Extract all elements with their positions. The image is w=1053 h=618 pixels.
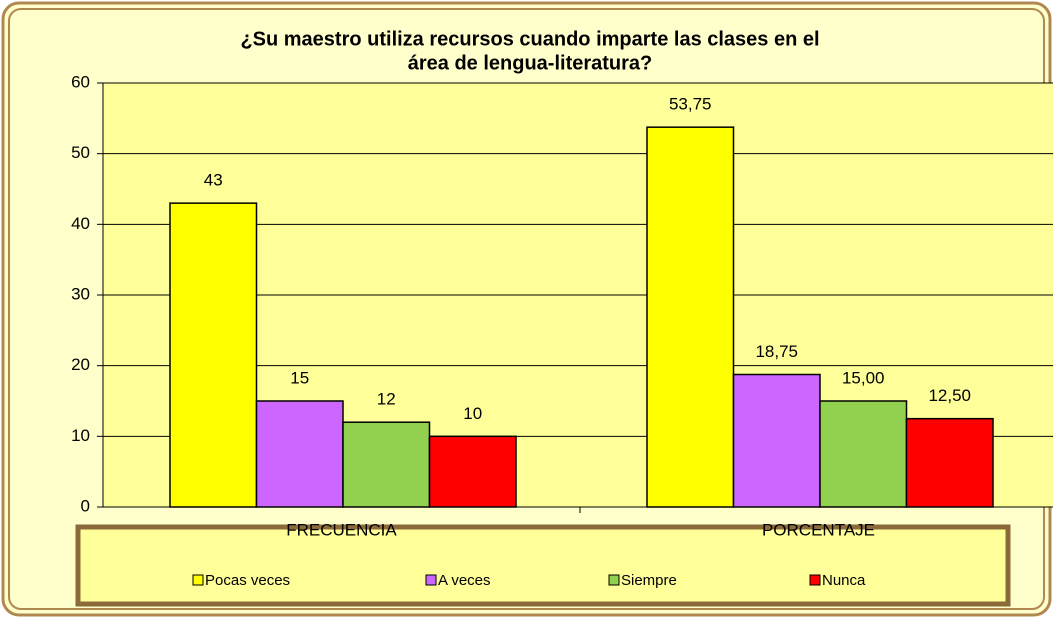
legend-swatch — [425, 574, 437, 586]
value-label: 43 — [204, 171, 223, 190]
legend-swatch — [809, 574, 821, 586]
value-label: 12,50 — [928, 386, 971, 405]
legend-label: Pocas veces — [205, 572, 290, 589]
y-tick-label: 60 — [71, 72, 90, 91]
legend-label: Siempre — [621, 572, 677, 589]
x-tick-label: PORCENTAJE — [762, 520, 875, 539]
y-tick-label: 20 — [71, 355, 90, 374]
legend-label: Nunca — [822, 572, 866, 589]
bar — [255, 400, 344, 508]
bar — [428, 435, 517, 508]
legend-swatch — [192, 574, 204, 586]
legend-swatch — [608, 574, 620, 586]
bar — [905, 417, 994, 508]
bar — [646, 126, 735, 508]
chart-title: área de lengua-literatura? — [408, 52, 653, 74]
bar — [342, 421, 431, 508]
value-label: 15 — [290, 368, 309, 387]
value-label: 18,75 — [755, 342, 798, 361]
y-tick-label: 10 — [71, 426, 90, 445]
bar — [169, 202, 258, 508]
value-label: 15,00 — [842, 368, 885, 387]
value-label: 12 — [377, 390, 396, 409]
y-tick-label: 30 — [71, 284, 90, 303]
value-label: 53,75 — [669, 95, 712, 114]
y-tick-label: 50 — [71, 143, 90, 162]
legend-label: A veces — [438, 572, 491, 589]
x-tick-label: FRECUENCIA — [286, 520, 397, 539]
y-tick-label: 40 — [71, 214, 90, 233]
y-tick-label: 0 — [81, 496, 90, 515]
legend — [75, 524, 1011, 607]
chart-title: ¿Su maestro utiliza recursos cuando impa… — [240, 28, 819, 50]
value-label: 10 — [463, 404, 482, 423]
bar — [819, 400, 908, 508]
bar — [732, 373, 821, 508]
